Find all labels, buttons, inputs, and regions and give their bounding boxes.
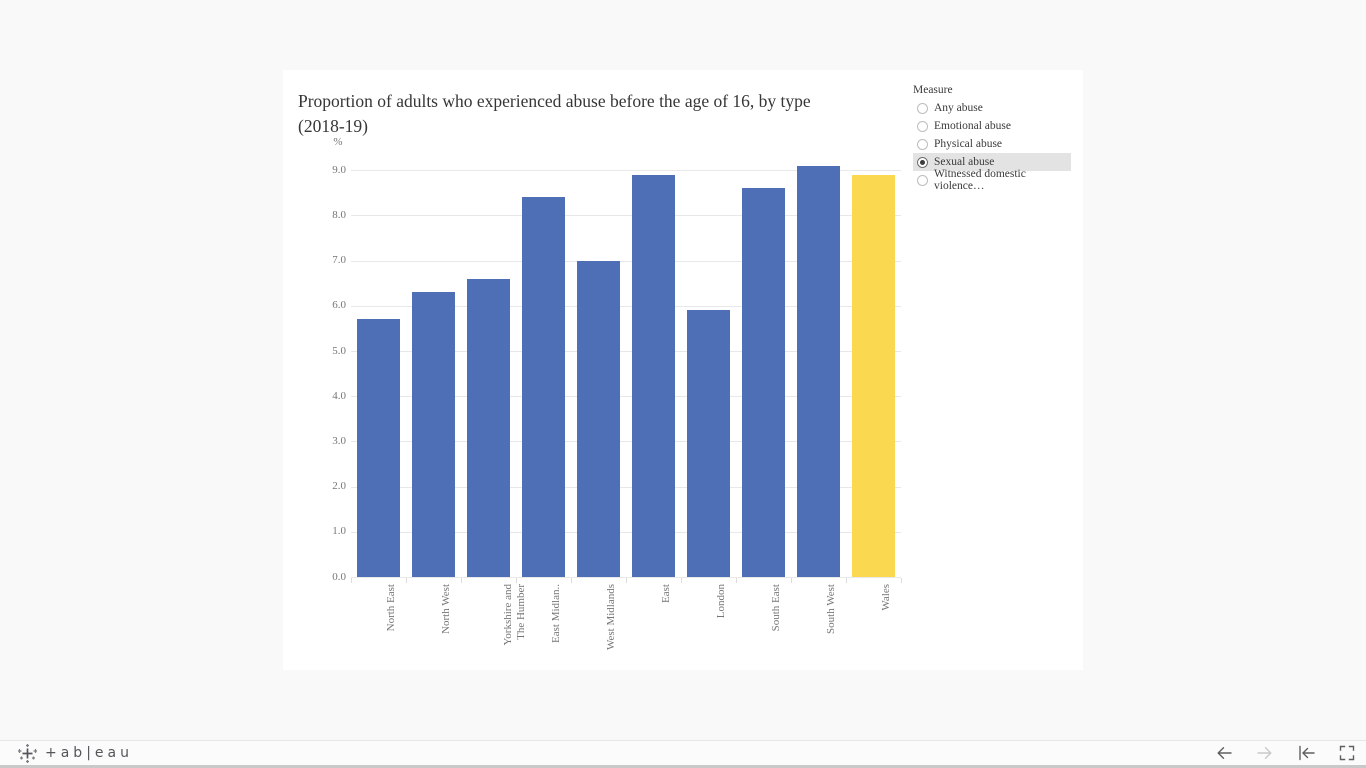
measure-panel-header: Measure — [913, 84, 953, 96]
bar-yorkshire-and-the-humber[interactable] — [467, 278, 510, 577]
y-tick-label: 8.0 — [332, 208, 346, 221]
y-tick-label: 0.0 — [332, 570, 346, 583]
x-axis-tick — [516, 578, 517, 583]
x-tick-label: Yorkshire and The Humber — [501, 584, 527, 646]
radio-icon[interactable] — [917, 174, 928, 186]
tableau-toolbar: +ab|eau — [0, 740, 1366, 768]
y-tick-label: 6.0 — [332, 299, 346, 312]
fullscreen-button[interactable] — [1336, 742, 1358, 764]
undo-arrow-icon — [1217, 747, 1232, 759]
x-tick-label: West Midlands — [605, 584, 617, 651]
measure-option-physical-abuse[interactable]: Physical abuse — [913, 135, 1071, 153]
x-axis-tick — [571, 578, 572, 583]
measure-option-label: Witnessed domestic violence… — [934, 168, 1026, 192]
x-axis-tick — [791, 578, 792, 583]
radio-icon[interactable] — [917, 102, 928, 114]
viz-panel: Proportion of adults who experienced abu… — [283, 70, 1083, 670]
reset-view-icon — [1299, 745, 1315, 761]
x-axis-tick — [351, 578, 352, 583]
x-axis-tick — [626, 578, 627, 583]
y-gridline — [351, 260, 901, 262]
chart-title-line2: (2018-19) — [298, 116, 368, 136]
x-tick-label: North East — [385, 584, 397, 632]
y-gridline — [351, 396, 901, 398]
y-tick-label: 9.0 — [332, 163, 346, 176]
tableau-wordmark: +ab|eau — [45, 745, 133, 761]
bar-south-west[interactable] — [797, 165, 840, 577]
y-gridline — [351, 441, 901, 443]
x-axis-tick — [736, 578, 737, 583]
y-gridline — [351, 531, 901, 533]
y-gridline — [351, 215, 901, 217]
reset-view-button[interactable] — [1295, 742, 1317, 764]
y-gridline — [351, 486, 901, 488]
x-tick-label: East — [660, 584, 672, 603]
x-tick-label: North West — [440, 584, 452, 634]
x-tick-label: London — [715, 584, 727, 619]
x-axis-tick — [846, 578, 847, 583]
undo-button[interactable] — [1213, 742, 1235, 764]
chart-title: Proportion of adults who experienced abu… — [298, 89, 908, 139]
radio-selected-icon[interactable] — [917, 156, 928, 168]
radio-icon[interactable] — [917, 138, 928, 150]
y-tick-label: 1.0 — [332, 525, 346, 538]
measure-option-label: Physical abuse — [934, 138, 1003, 150]
measure-option-emotional-abuse[interactable]: Emotional abuse — [913, 117, 1071, 135]
bar-north-east[interactable] — [357, 319, 400, 577]
toolbar-buttons — [1213, 742, 1358, 764]
y-gridline — [351, 351, 901, 352]
y-tick-label: 4.0 — [332, 389, 346, 402]
tableau-logo[interactable]: +ab|eau — [18, 743, 133, 763]
fullscreen-icon — [1339, 745, 1355, 761]
x-axis-tick — [406, 578, 407, 583]
x-tick-label: Wales — [880, 584, 892, 611]
bar-wales[interactable] — [852, 174, 895, 577]
measure-option-label: Any abuse — [934, 102, 983, 114]
bar-south-east[interactable] — [742, 188, 785, 577]
x-axis-tick — [901, 578, 902, 583]
y-gridline — [351, 170, 901, 172]
bar-london[interactable] — [687, 310, 730, 577]
bar-west-midlands[interactable] — [577, 260, 620, 577]
redo-button[interactable] — [1254, 742, 1276, 764]
measure-option-sexual-abuse[interactable]: Sexual abuse — [913, 153, 1071, 171]
x-tick-label: South West — [825, 584, 837, 634]
x-axis-tick — [461, 578, 462, 583]
bar-north-west[interactable] — [412, 292, 455, 577]
radio-icon[interactable] — [917, 120, 928, 132]
measure-option-label: Emotional abuse — [934, 120, 1011, 132]
tableau-glyph-icon — [18, 743, 37, 763]
bar-east[interactable] — [632, 174, 675, 577]
measure-filter-panel: Measure Any abuse Emotional abuse Physical… — [913, 84, 1071, 192]
redo-arrow-icon — [1257, 747, 1272, 759]
measure-option-witnessed-domestic-violence[interactable]: Witnessed domestic violence… — [913, 168, 1071, 192]
x-tick-label: East Midlan.. — [550, 584, 562, 643]
y-tick-label: 3.0 — [332, 434, 346, 447]
y-tick-label: 7.0 — [332, 254, 346, 267]
bar-east-midlands[interactable] — [522, 197, 565, 577]
y-gridline — [351, 577, 901, 578]
x-tick-label: South East — [770, 584, 782, 632]
y-axis-unit-label: % — [333, 136, 343, 148]
x-axis-tick — [681, 578, 682, 583]
y-tick-label: 5.0 — [332, 344, 346, 357]
measure-option-label: Sexual abuse — [934, 156, 995, 168]
chart-title-line1: Proportion of adults who experienced abu… — [298, 91, 811, 111]
y-gridline — [351, 305, 901, 307]
y-tick-label: 2.0 — [332, 480, 346, 493]
measure-options-list: Any abuse Emotional abuse Physical abuse Se… — [913, 99, 1071, 192]
measure-option-any-abuse[interactable]: Any abuse — [913, 99, 1071, 117]
